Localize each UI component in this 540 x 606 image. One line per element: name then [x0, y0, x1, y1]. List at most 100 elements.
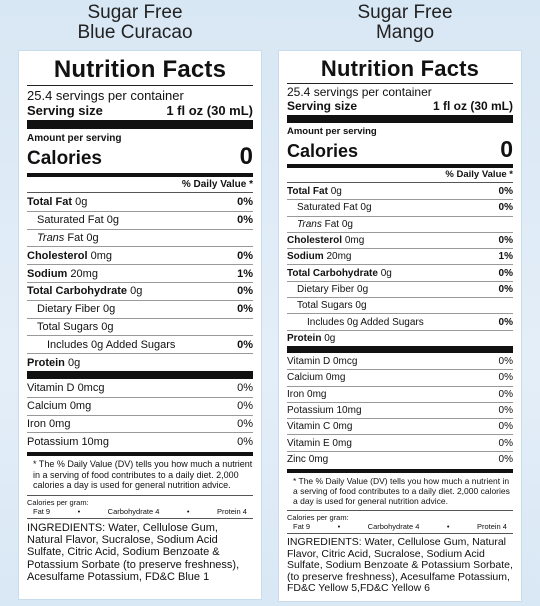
nutrient-label: Saturated Fat [37, 214, 104, 227]
nutrient-row: Protein 0g [287, 329, 513, 346]
calories-per-gram-label: Calories per gram: [27, 497, 89, 507]
nutrient-dv: 0% [498, 388, 513, 400]
nutrient-row: Potassium 10mg 0% [27, 432, 253, 450]
nutrient-amount: 0mg [49, 417, 71, 430]
serving-size-label: Serving size [287, 99, 358, 113]
nutrient-name: Protein 0g [287, 333, 335, 344]
calories-per-gram-item: Protein 4 [216, 506, 247, 516]
nutrient-amount: 0g [75, 195, 88, 208]
nutrient-row: Iron 0mg 0% [27, 414, 253, 433]
nutrient-amount: 0g [357, 283, 369, 295]
nutrient-label: Dietary Fiber [297, 283, 355, 295]
nutrient-amount: 0g [324, 332, 336, 344]
nutrient-name: Potassium 10mg [27, 436, 109, 448]
nutrient-name: Vitamin C 0mg [287, 421, 352, 432]
calories-per-gram-items: Fat 9 • Carbohydrate 4 • Protein 4 [287, 522, 513, 531]
vitamin-list: Vitamin D 0mcg 0% Calcium 0mg 0% Iron 0mg 0% Pota… [27, 379, 253, 450]
nutrient-row: Vitamin D 0mcg 0% [27, 379, 253, 397]
nutrient-name: Trans Fat 0g [37, 232, 99, 244]
nutrient-row: Sodium 20mg 1% [27, 264, 253, 282]
nutrient-name: Iron 0mg [27, 418, 70, 430]
nutrient-row: Cholesterol 0mg 0% [287, 231, 513, 248]
amount-per-serving: Amount per serving [27, 133, 122, 144]
nutrient-row: Total Carbohydrate 0g 0% [27, 281, 253, 300]
nutrient-amount: 0g [360, 202, 372, 214]
nutrient-dv: 0% [237, 400, 253, 413]
nutrient-amount: 0g [103, 303, 116, 316]
nutrient-label: Potassium [27, 435, 79, 448]
serving-size: Serving size 1 fl oz (30 mL) [27, 103, 253, 118]
nutrient-row: Saturated Fat 0g 0% [27, 210, 253, 229]
nutrient-row: Potassium 10mg 0% [287, 401, 513, 418]
nutrient-name: Total Carbohydrate 0g [287, 268, 392, 279]
nutrient-amount: 0mg [344, 235, 365, 247]
nutrient-row: Total Carbohydrate 0g 0% [287, 264, 513, 280]
nutrient-dv: 0% [498, 437, 513, 449]
nutrient-row: Includes 0g Added Sugars 0% [287, 313, 513, 329]
nutrient-label: Vitamin E [287, 437, 330, 449]
nutrition-label: Nutrition Facts 25.4 servings per contain… [18, 50, 262, 600]
nutrient-amount: 0mg [90, 249, 112, 262]
nutrient-label: Sodium [287, 251, 324, 263]
calories-per-gram-item: Protein 4 [476, 522, 507, 532]
nutrient-label: Iron [27, 417, 46, 430]
nutrient-dv: 0% [237, 195, 253, 208]
nutrient-dv: 0% [498, 405, 513, 416]
nutrient-name: Vitamin D 0mcg [27, 382, 104, 394]
nutrient-name: Sodium 20mg [287, 251, 351, 262]
nutrient-amount: 0mg [307, 388, 327, 400]
nutrient-amount: 0g [106, 214, 119, 227]
nutrient-dv: 0% [237, 381, 253, 394]
nutrient-row: Protein 0g [27, 353, 253, 371]
serving-size-value: 1 fl oz (30 mL) [432, 99, 513, 113]
nutrient-name: Cholesterol 0mg [27, 250, 112, 262]
divider [27, 452, 253, 457]
calories-value: 0 [500, 136, 513, 162]
nutrient-amount: 20mg [326, 251, 352, 263]
divider [287, 115, 513, 123]
serving-size-value: 1 fl oz (30 mL) [166, 103, 253, 118]
nutrient-row: Vitamin D 0mcg 0% [287, 353, 513, 369]
nutrient-row: Total Sugars 0g [287, 297, 513, 313]
nutrient-amount: 0mg [332, 421, 353, 433]
product-title-line: Sugar Free [357, 2, 453, 23]
nutrient-row: Trans Fat 0g [287, 215, 513, 232]
nutrient-dv: 0% [237, 249, 253, 262]
calories-label: Calories [27, 148, 102, 169]
calories-per-gram-items: Fat 9 • Carbohydrate 4 • Protein 4 [27, 507, 253, 516]
separator: • [186, 506, 190, 516]
nutrient-row: Dietary Fiber 0g 0% [287, 280, 513, 297]
nutrient-dv: 0% [498, 185, 513, 197]
nutrient-label: Vitamin D [287, 355, 331, 367]
nutrient-dv: 0% [237, 435, 253, 448]
nutrient-dv: 0% [237, 338, 253, 351]
nutrient-name: Dietary Fiber 0g [37, 303, 115, 315]
nutrient-list: Total Fat 0g 0% Saturated Fat 0g 0% Trans Fat 0g… [287, 183, 513, 346]
nutrient-name: Total Carbohydrate 0g [27, 285, 142, 297]
nutrient-dv: 0% [237, 417, 253, 430]
nutrient-name: Vitamin E 0mg [287, 438, 352, 449]
nutrient-label: Total Sugars [297, 300, 353, 312]
nutrient-name: Calcium 0mg [287, 372, 345, 383]
nutrient-label: Potassium [287, 405, 334, 416]
nutrient-name: Total Fat 0g [27, 196, 87, 208]
product-title: Sugar Free Mango [270, 3, 540, 43]
nutrient-name: Saturated Fat 0g [37, 214, 119, 226]
nutrient-amount: 0g [330, 185, 342, 197]
calories: Calories 0 [27, 145, 253, 171]
divider [287, 164, 513, 168]
nutrient-row: Trans Fat 0g [27, 228, 253, 247]
nutrient-dv: 0% [498, 283, 513, 295]
nutrient-amount: 0mcg [332, 355, 358, 367]
product-title-line: Mango [375, 22, 435, 43]
separator: • [337, 522, 341, 532]
nutrient-row: Includes 0g Added Sugars 0% [27, 335, 253, 353]
nutrient-dv: 1% [498, 251, 513, 263]
serving-size: Serving size 1 fl oz (30 mL) [287, 99, 513, 113]
vitamin-list: Vitamin D 0mcg 0% Calcium 0mg 0% Iron 0mg 0% Pota… [287, 353, 513, 467]
nutrient-label: Sodium [27, 267, 68, 280]
nutrient-row: Calcium 0mg 0% [27, 396, 253, 415]
nutrient-label: Protein [27, 356, 65, 369]
nutrient-amount: 0mcg [77, 381, 105, 394]
nutrient-dv: 0% [498, 372, 513, 384]
